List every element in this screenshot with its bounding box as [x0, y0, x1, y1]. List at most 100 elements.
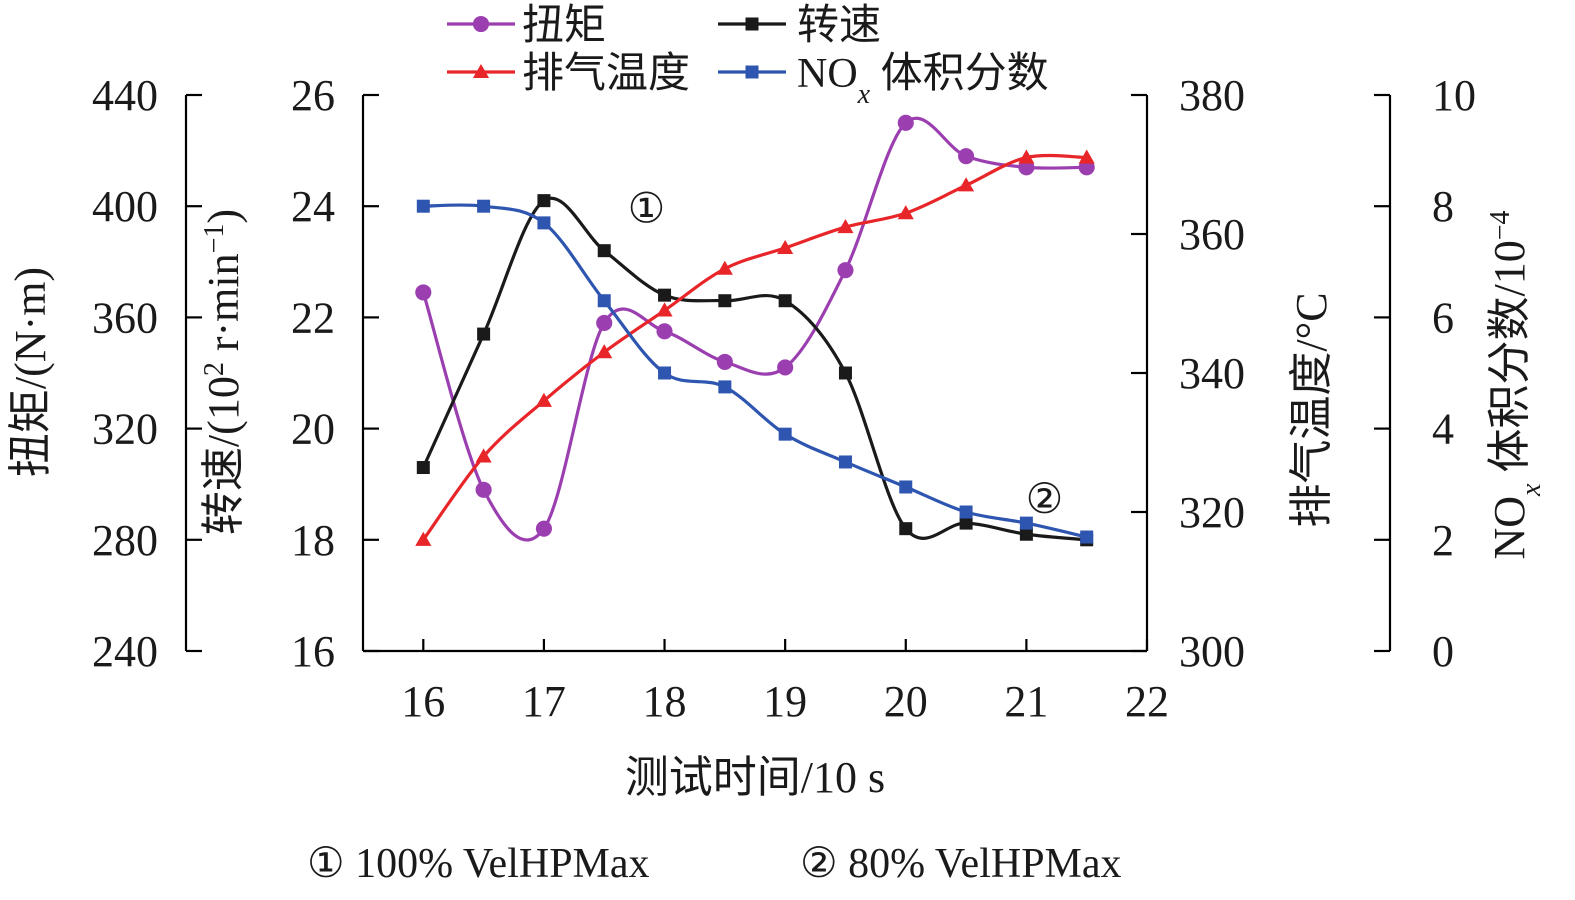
temp-point — [535, 392, 552, 407]
speed-point — [1019, 527, 1033, 541]
speed-point — [899, 522, 913, 536]
speed-point — [597, 244, 611, 258]
footnote-item-1: ① 100% VelHPMax — [307, 841, 650, 887]
nox-point — [1019, 516, 1033, 530]
legend-item-speed: 转速 — [718, 3, 881, 49]
speed-point — [718, 294, 732, 308]
torque-tick-label: 280 — [92, 516, 158, 565]
speed-point — [959, 516, 973, 530]
nox-tick-label: 10 — [1432, 71, 1476, 120]
torque-tick-label: 240 — [92, 627, 158, 676]
torque-point — [777, 359, 794, 376]
speed-tick-label: 16 — [291, 627, 335, 676]
legend-item-temp: 排气温度 — [447, 51, 690, 97]
torque-point — [596, 314, 613, 332]
nox-tick-label: 2 — [1432, 516, 1454, 565]
nox-point — [778, 427, 792, 441]
nox-point — [899, 480, 913, 494]
speed-axis-title: 转速/(102 r·min−1) — [199, 209, 249, 535]
nox-tick-label: 4 — [1432, 405, 1454, 454]
legend-marker — [472, 15, 490, 33]
nox-tick-label: 8 — [1432, 182, 1454, 231]
legend-item-torque: 扭矩 — [447, 3, 606, 49]
x-axis-title: 测试时间/10 s — [625, 753, 885, 802]
temp-point — [837, 218, 854, 234]
speed-point — [537, 194, 551, 208]
footnote-item-2: ② 80% VelHPMax — [800, 841, 1122, 887]
legend-label: 扭矩 — [522, 3, 606, 49]
series-layer — [415, 114, 1095, 547]
torque-point — [716, 353, 733, 370]
torque-point — [535, 520, 552, 537]
x-tick-label: 16 — [401, 677, 445, 726]
x-tick-label: 22 — [1125, 677, 1169, 726]
speed-tick-label: 18 — [291, 516, 335, 565]
x-tick-label: 18 — [643, 677, 687, 726]
legend-label: NOx 体积分数 — [797, 51, 1049, 110]
speed-point — [658, 288, 672, 302]
torque-point — [958, 148, 975, 165]
nox-point — [718, 380, 732, 394]
temp-tick-label: 340 — [1179, 349, 1245, 398]
speed-point — [416, 461, 430, 475]
speed-point — [477, 327, 491, 341]
torque-point — [656, 323, 673, 340]
temp-tick-label: 380 — [1179, 71, 1245, 120]
legend-item-nox: NOx 体积分数 — [718, 51, 1049, 110]
torque-point — [475, 481, 492, 498]
speed-tick-label: 22 — [291, 293, 335, 342]
x-tick-label: 20 — [884, 677, 928, 726]
nox-point — [838, 455, 852, 469]
temp-point — [656, 302, 673, 317]
temp-point — [596, 344, 613, 359]
nox-point — [959, 505, 973, 519]
temp-series — [415, 149, 1095, 546]
nox-point — [416, 199, 430, 213]
speed-line — [421, 196, 1087, 542]
nox-point — [477, 199, 491, 213]
x-tick-label: 19 — [763, 677, 807, 726]
speed-tick-label: 24 — [291, 182, 335, 231]
nox-point — [658, 366, 672, 380]
torque-line — [421, 116, 1087, 542]
nox-point — [537, 216, 551, 230]
torque-point — [837, 262, 854, 279]
torque-tick-label: 400 — [92, 182, 158, 231]
legend-marker — [472, 63, 490, 79]
torque-series — [415, 114, 1095, 542]
nox-point — [1080, 530, 1094, 544]
torque-point — [897, 114, 914, 131]
temp-point — [475, 448, 492, 463]
torque-tick-label: 320 — [92, 405, 158, 454]
temp-point — [415, 531, 432, 546]
nox-series — [416, 199, 1094, 544]
temp-point — [716, 260, 733, 275]
curve-annotation-2: ② — [1026, 477, 1064, 523]
x-tick-label: 21 — [1004, 677, 1048, 726]
nox-point — [597, 294, 611, 308]
nox-tick-label: 6 — [1432, 293, 1454, 342]
speed-point — [778, 294, 792, 308]
annotation-layer: ① ② ① 100% VelHPMax ② 80% VelHPMax — [307, 186, 1122, 887]
temp-tick-label: 320 — [1179, 488, 1245, 537]
legend-marker — [745, 65, 759, 79]
legend-label: 排气温度 — [522, 51, 690, 97]
legend-marker — [745, 17, 759, 31]
temp-tick-label: 360 — [1179, 210, 1245, 259]
temp-axis-title: 排气温度/°C — [1287, 292, 1336, 527]
x-tick-label: 17 — [522, 677, 566, 726]
torque-point — [415, 284, 432, 301]
temp-tick-label: 300 — [1179, 627, 1245, 676]
torque-tick-label: 360 — [92, 293, 158, 342]
temp-point — [897, 205, 914, 220]
speed-tick-label: 20 — [291, 405, 335, 454]
temp-point — [777, 239, 794, 254]
torque-tick-label: 440 — [92, 71, 158, 120]
speed-series — [416, 194, 1094, 547]
nox-tick-label: 0 — [1432, 627, 1454, 676]
speed-tick-label: 26 — [291, 71, 335, 120]
nox-axis-title: NOx 体积分数/10−4 — [1485, 210, 1547, 559]
